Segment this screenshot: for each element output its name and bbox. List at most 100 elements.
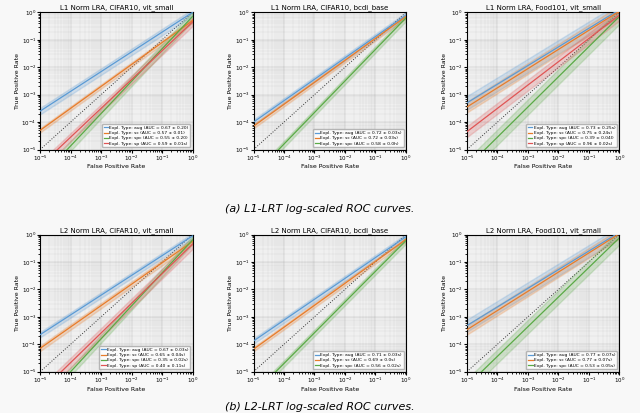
Expl. Type: spc (AUC = 0.55 ± 0.20): (0.34, 0.198): spc (AUC = 0.55 ± 0.20): (0.34, 0.198): [175, 29, 182, 34]
Line: Expl. Type: aug (AUC = 0.67 ± 0.20): Expl. Type: aug (AUC = 0.67 ± 0.20): [40, 12, 193, 111]
Expl. Type: spc (AUC = 0.53 ± 0.05s): (1.04e-05, 3.15e-06): spc (AUC = 0.53 ± 0.05s): (1.04e-05, 3.1…: [463, 383, 471, 388]
Expl. Type: aug (AUC = 0.73 ± 0.25s): (1, 1): aug (AUC = 0.73 ± 0.25s): (1, 1): [616, 10, 623, 15]
Expl. Type: sc (AUC = 0.57 ± 0.01): (0.00948, 0.0121): sc (AUC = 0.57 ± 0.01): (0.00948, 0.0121…: [127, 62, 134, 67]
Expl. Type: sc (AUC = 0.65 ± 0.04s): (0.00948, 0.0149): sc (AUC = 0.65 ± 0.04s): (0.00948, 0.014…: [127, 282, 134, 287]
X-axis label: False Positive Rate: False Positive Rate: [87, 387, 145, 392]
Expl. Type: aug (AUC = 0.67 ± 0.20): (0.34, 0.46): aug (AUC = 0.67 ± 0.20): (0.34, 0.46): [175, 19, 182, 24]
Expl. Type: aug (AUC = 0.71 ± 0.03s): (0.34, 0.367): aug (AUC = 0.71 ± 0.03s): (0.34, 0.367): [388, 244, 396, 249]
Expl. Type: spc (AUC = 0.39 ± 0.04l): (0.00948, 0.00421): spc (AUC = 0.39 ± 0.04l): (0.00948, 0.00…: [554, 75, 561, 80]
Line: Expl. Type: sc (AUC = 0.77 ± 0.07s): Expl. Type: sc (AUC = 0.77 ± 0.07s): [467, 235, 620, 330]
Expl. Type: sc (AUC = 0.72 ± 0.03s): (0.00948, 0.017): sc (AUC = 0.72 ± 0.03s): (0.00948, 0.017…: [340, 58, 348, 63]
Expl. Type: spc (AUC = 0.58 ± 0.0h): (1, 0.631): spc (AUC = 0.58 ± 0.0h): (1, 0.631): [402, 15, 410, 20]
Expl. Type: aug (AUC = 0.73 ± 0.25s): (0.0115, 0.0604): aug (AUC = 0.73 ± 0.25s): (0.0115, 0.060…: [556, 43, 564, 48]
Expl. Type: sc (AUC = 0.69 ± 0.0s): (0.0115, 0.0185): sc (AUC = 0.69 ± 0.0s): (0.0115, 0.0185): [343, 280, 351, 285]
Title: L2 Norm LRA, CIFAR10, bcdi_base: L2 Norm LRA, CIFAR10, bcdi_base: [271, 227, 388, 233]
Expl. Type: sc (AUC = 0.72 ± 0.03s): (1.04e-05, 7.3e-05): sc (AUC = 0.72 ± 0.03s): (1.04e-05, 7.3e…: [250, 123, 258, 128]
Expl. Type: spc (AUC = 0.56 ± 0.02s): (0.34, 0.18): spc (AUC = 0.56 ± 0.02s): (0.34, 0.18): [388, 252, 396, 257]
Line: Expl. Type: spc (AUC = 0.39 ± 0.04l): Expl. Type: spc (AUC = 0.39 ± 0.04l): [467, 17, 620, 167]
Expl. Type: spc (AUC = 0.53 ± 0.05s): (1e-05, 3.02e-06): spc (AUC = 0.53 ± 0.05s): (1e-05, 3.02e-…: [463, 384, 471, 389]
Expl. Type: sp (AUC = 0.40 ± 0.11s): (0.00912, 0.0028): sp (AUC = 0.40 ± 0.11s): (0.00912, 0.002…: [127, 302, 134, 307]
Line: Expl. Type: spc (AUC = 0.53 ± 0.05s): Expl. Type: spc (AUC = 0.53 ± 0.05s): [467, 238, 620, 386]
Expl. Type: sc (AUC = 0.57 ± 0.01): (1, 0.501): sc (AUC = 0.57 ± 0.01): (1, 0.501): [189, 18, 196, 23]
Expl. Type: sp (AUC = 0.59 ± 0.01s): (1, 0.447): sp (AUC = 0.59 ± 0.01s): (1, 0.447): [189, 19, 196, 24]
Expl. Type: sc (AUC = 0.75 ± 0.24s): (0.857, 1): sc (AUC = 0.75 ± 0.24s): (0.857, 1): [614, 10, 621, 15]
Expl. Type: sc (AUC = 0.57 ± 0.01): (0.00912, 0.0117): sc (AUC = 0.57 ± 0.01): (0.00912, 0.0117…: [127, 63, 134, 68]
Expl. Type: aug (AUC = 0.73 ± 0.25s): (0.00948, 0.053): aug (AUC = 0.73 ± 0.25s): (0.00948, 0.05…: [554, 45, 561, 50]
Expl. Type: sc (AUC = 0.65 ± 0.04s): (0.164, 0.137): sc (AUC = 0.65 ± 0.04s): (0.164, 0.137): [164, 256, 172, 261]
Line: Expl. Type: aug (AUC = 0.67 ± 0.03s): Expl. Type: aug (AUC = 0.67 ± 0.03s): [40, 236, 193, 335]
Expl. Type: sc (AUC = 0.57 ± 0.01): (1e-05, 5.01e-05): sc (AUC = 0.57 ± 0.01): (1e-05, 5.01e-05…: [36, 128, 44, 133]
Expl. Type: spc (AUC = 0.56 ± 0.02s): (1.04e-05, 1.58e-06): spc (AUC = 0.56 ± 0.02s): (1.04e-05, 1.5…: [250, 391, 258, 396]
Line: Expl. Type: aug (AUC = 0.73 ± 0.25s): Expl. Type: aug (AUC = 0.73 ± 0.25s): [467, 12, 620, 103]
Expl. Type: spc (AUC = 0.35 ± 0.02s): (0.34, 0.173): spc (AUC = 0.35 ± 0.02s): (0.34, 0.173): [175, 253, 182, 258]
Expl. Type: aug (AUC = 0.72 ± 0.03s): (0.00948, 0.021): aug (AUC = 0.72 ± 0.03s): (0.00948, 0.02…: [340, 56, 348, 61]
Expl. Type: spc (AUC = 0.55 ± 0.20): (1e-05, 1e-06): spc (AUC = 0.55 ± 0.20): (1e-05, 1e-06): [36, 174, 44, 179]
Expl. Type: sp (AUC = 0.59 ± 0.01s): (0.0115, 0.0041): sp (AUC = 0.59 ± 0.01s): (0.0115, 0.0041…: [129, 76, 137, 81]
Expl. Type: aug (AUC = 0.67 ± 0.03s): (0.00912, 0.0303): aug (AUC = 0.67 ± 0.03s): (0.00912, 0.03…: [127, 274, 134, 279]
Expl. Type: sp (AUC = 0.40 ± 0.11s): (0.164, 0.0633): sp (AUC = 0.40 ± 0.11s): (0.164, 0.0633): [164, 265, 172, 270]
Expl. Type: sc (AUC = 0.75 ± 0.24s): (0.00948, 0.043): sc (AUC = 0.75 ± 0.24s): (0.00948, 0.043…: [554, 47, 561, 52]
Expl. Type: aug (AUC = 0.67 ± 0.20): (0.164, 0.272): aug (AUC = 0.67 ± 0.20): (0.164, 0.272): [164, 26, 172, 31]
Line: Expl. Type: spc (AUC = 0.58 ± 0.0h): Expl. Type: spc (AUC = 0.58 ± 0.0h): [253, 18, 406, 176]
Expl. Type: aug (AUC = 0.67 ± 0.03s): (1e-05, 0.000224): aug (AUC = 0.67 ± 0.03s): (1e-05, 0.0002…: [36, 332, 44, 337]
Expl. Type: spc (AUC = 0.55 ± 0.20): (1.04e-05, 1e-06): spc (AUC = 0.55 ± 0.20): (1.04e-05, 1e-0…: [36, 174, 44, 179]
Line: Expl. Type: sc (AUC = 0.69 ± 0.0s): Expl. Type: sc (AUC = 0.69 ± 0.0s): [253, 240, 406, 349]
Expl. Type: spc (AUC = 0.39 ± 0.04l): (1e-05, 2.24e-06): spc (AUC = 0.39 ± 0.04l): (1e-05, 2.24e-…: [463, 165, 471, 170]
Expl. Type: aug (AUC = 0.71 ± 0.03s): (0.164, 0.21): aug (AUC = 0.71 ± 0.03s): (0.164, 0.21): [378, 251, 386, 256]
Expl. Type: aug (AUC = 0.72 ± 0.03s): (1, 0.794): aug (AUC = 0.72 ± 0.03s): (1, 0.794): [402, 13, 410, 18]
X-axis label: False Positive Rate: False Positive Rate: [514, 387, 572, 392]
Expl. Type: spc (AUC = 0.58 ± 0.0h): (0.34, 0.183): spc (AUC = 0.58 ± 0.0h): (0.34, 0.183): [388, 30, 396, 35]
Expl. Type: spc (AUC = 0.55 ± 0.20): (1, 0.708): spc (AUC = 0.55 ± 0.20): (1, 0.708): [189, 14, 196, 19]
Expl. Type: aug (AUC = 0.77 ± 0.07s): (0.00912, 0.0493): aug (AUC = 0.77 ± 0.07s): (0.00912, 0.04…: [554, 268, 561, 273]
Expl. Type: sc (AUC = 0.69 ± 0.0s): (0.00948, 0.0159): sc (AUC = 0.69 ± 0.0s): (0.00948, 0.0159…: [340, 281, 348, 286]
Expl. Type: aug (AUC = 0.67 ± 0.03s): (1.04e-05, 0.00023): aug (AUC = 0.67 ± 0.03s): (1.04e-05, 0.0…: [36, 332, 44, 337]
Expl. Type: sc (AUC = 0.57 ± 0.01): (0.0115, 0.0141): sc (AUC = 0.57 ± 0.01): (0.0115, 0.0141): [129, 61, 137, 66]
Expl. Type: sc (AUC = 0.69 ± 0.0s): (1, 0.661): sc (AUC = 0.69 ± 0.0s): (1, 0.661): [402, 237, 410, 242]
Line: Expl. Type: sp (AUC = 0.59 ± 0.01s): Expl. Type: sp (AUC = 0.59 ± 0.01s): [40, 22, 193, 166]
Expl. Type: aug (AUC = 0.67 ± 0.20): (0.00948, 0.0349): aug (AUC = 0.67 ± 0.20): (0.00948, 0.034…: [127, 50, 134, 55]
Expl. Type: spc (AUC = 0.56 ± 0.02s): (0.0115, 0.00405): spc (AUC = 0.56 ± 0.02s): (0.0115, 0.004…: [343, 298, 351, 303]
Expl. Type: aug (AUC = 0.71 ± 0.03s): (1.04e-05, 0.000136): aug (AUC = 0.71 ± 0.03s): (1.04e-05, 0.0…: [250, 338, 258, 343]
Expl. Type: sp (AUC = 0.59 ± 0.01s): (1e-05, 2.51e-06): sp (AUC = 0.59 ± 0.01s): (1e-05, 2.51e-0…: [36, 164, 44, 169]
Legend: Expl. Type: aug (AUC = 0.71 ± 0.03s), Expl. Type: sc (AUC = 0.69 ± 0.0s), Expl. : Expl. Type: aug (AUC = 0.71 ± 0.03s), Ex…: [313, 351, 404, 370]
Expl. Type: sc (AUC = 0.75 ± 0.24s): (0.164, 0.316): sc (AUC = 0.75 ± 0.24s): (0.164, 0.316): [591, 24, 599, 28]
Expl. Type: aug (AUC = 0.67 ± 0.03s): (0.34, 0.41): aug (AUC = 0.67 ± 0.03s): (0.34, 0.41): [175, 243, 182, 248]
Expl. Type: spc (AUC = 0.55 ± 0.20): (0.164, 0.0837): spc (AUC = 0.55 ± 0.20): (0.164, 0.0837): [164, 40, 172, 45]
Expl. Type: spc (AUC = 0.56 ± 0.02s): (0.164, 0.0794): spc (AUC = 0.56 ± 0.02s): (0.164, 0.0794…: [378, 262, 386, 267]
Line: Expl. Type: sc (AUC = 0.72 ± 0.03s): Expl. Type: sc (AUC = 0.72 ± 0.03s): [253, 17, 406, 126]
X-axis label: False Positive Rate: False Positive Rate: [301, 387, 359, 392]
Expl. Type: spc (AUC = 0.35 ± 0.02s): (0.00948, 0.00235): spc (AUC = 0.35 ± 0.02s): (0.00948, 0.00…: [127, 304, 134, 309]
Expl. Type: aug (AUC = 0.72 ± 0.03s): (1e-05, 0.0001): aug (AUC = 0.72 ± 0.03s): (1e-05, 0.0001…: [250, 120, 257, 125]
Expl. Type: sp (AUC = 0.96 ± 0.02s): (0.34, 0.318): sp (AUC = 0.96 ± 0.02s): (0.34, 0.318): [601, 24, 609, 28]
Expl. Type: sc (AUC = 0.72 ± 0.03s): (0.00912, 0.0165): sc (AUC = 0.72 ± 0.03s): (0.00912, 0.016…: [340, 59, 348, 64]
Line: Expl. Type: aug (AUC = 0.72 ± 0.03s): Expl. Type: aug (AUC = 0.72 ± 0.03s): [253, 15, 406, 122]
Expl. Type: aug (AUC = 0.72 ± 0.03s): (0.00912, 0.0204): aug (AUC = 0.72 ± 0.03s): (0.00912, 0.02…: [340, 56, 348, 61]
Expl. Type: sc (AUC = 0.65 ± 0.04s): (1e-05, 7.08e-05): sc (AUC = 0.65 ± 0.04s): (1e-05, 7.08e-0…: [36, 346, 44, 351]
Expl. Type: spc (AUC = 0.53 ± 0.05s): (1, 0.759): spc (AUC = 0.53 ± 0.05s): (1, 0.759): [616, 235, 623, 240]
Line: Expl. Type: sc (AUC = 0.75 ± 0.24s): Expl. Type: sc (AUC = 0.75 ± 0.24s): [467, 12, 620, 107]
Title: L1 Norm LRA, CIFAR10, bcdi_base: L1 Norm LRA, CIFAR10, bcdi_base: [271, 5, 388, 12]
Expl. Type: aug (AUC = 0.67 ± 0.20): (0.00912, 0.034): aug (AUC = 0.67 ± 0.20): (0.00912, 0.034…: [127, 50, 134, 55]
Expl. Type: spc (AUC = 0.58 ± 0.0h): (0.0115, 0.00371): spc (AUC = 0.58 ± 0.0h): (0.0115, 0.0037…: [343, 76, 351, 81]
Y-axis label: True Positive Rate: True Positive Rate: [228, 53, 234, 109]
Expl. Type: sc (AUC = 0.75 ± 0.24s): (0.00912, 0.0419): sc (AUC = 0.75 ± 0.24s): (0.00912, 0.041…: [554, 48, 561, 53]
X-axis label: False Positive Rate: False Positive Rate: [514, 164, 572, 169]
Expl. Type: aug (AUC = 0.73 ± 0.25s): (0.34, 0.605): aug (AUC = 0.73 ± 0.25s): (0.34, 0.605): [601, 16, 609, 21]
Expl. Type: spc (AUC = 0.56 ± 0.02s): (0.00948, 0.00326): spc (AUC = 0.56 ± 0.02s): (0.00948, 0.00…: [340, 300, 348, 305]
Expl. Type: spc (AUC = 0.39 ± 0.04l): (1, 0.708): spc (AUC = 0.39 ± 0.04l): (1, 0.708): [616, 14, 623, 19]
Expl. Type: aug (AUC = 0.77 ± 0.07s): (0.00948, 0.0506): aug (AUC = 0.77 ± 0.07s): (0.00948, 0.05…: [554, 268, 561, 273]
Expl. Type: sc (AUC = 0.75 ± 0.24s): (1e-05, 0.000355): sc (AUC = 0.75 ± 0.24s): (1e-05, 0.00035…: [463, 104, 471, 109]
Expl. Type: spc (AUC = 0.39 ± 0.04l): (0.0115, 0.0052): spc (AUC = 0.39 ± 0.04l): (0.0115, 0.005…: [556, 73, 564, 78]
Expl. Type: aug (AUC = 0.73 ± 0.25s): (0.735, 1): aug (AUC = 0.73 ± 0.25s): (0.735, 1): [611, 10, 619, 15]
Expl. Type: sc (AUC = 0.69 ± 0.0s): (0.34, 0.279): sc (AUC = 0.69 ± 0.0s): (0.34, 0.279): [388, 247, 396, 252]
Expl. Type: aug (AUC = 0.77 ± 0.07s): (0.164, 0.351): aug (AUC = 0.77 ± 0.07s): (0.164, 0.351): [591, 244, 599, 249]
Expl. Type: sp (AUC = 0.59 ± 0.01s): (0.34, 0.144): sp (AUC = 0.59 ± 0.01s): (0.34, 0.144): [175, 33, 182, 38]
Expl. Type: spc (AUC = 0.55 ± 0.20): (0.00948, 0.0029): spc (AUC = 0.55 ± 0.20): (0.00948, 0.002…: [127, 80, 134, 85]
X-axis label: False Positive Rate: False Positive Rate: [301, 164, 359, 169]
Expl. Type: aug (AUC = 0.73 ± 0.25s): (0.00912, 0.0516): aug (AUC = 0.73 ± 0.25s): (0.00912, 0.05…: [554, 45, 561, 50]
Expl. Type: spc (AUC = 0.53 ± 0.05s): (0.164, 0.107): spc (AUC = 0.53 ± 0.05s): (0.164, 0.107): [591, 259, 599, 263]
Expl. Type: aug (AUC = 0.71 ± 0.03s): (1, 0.832): aug (AUC = 0.71 ± 0.03s): (1, 0.832): [402, 234, 410, 239]
Expl. Type: spc (AUC = 0.56 ± 0.02s): (0.00912, 0.00313): spc (AUC = 0.56 ± 0.02s): (0.00912, 0.00…: [340, 301, 348, 306]
Expl. Type: aug (AUC = 0.77 ± 0.07s): (1, 1): aug (AUC = 0.77 ± 0.07s): (1, 1): [616, 232, 623, 237]
Expl. Type: sc (AUC = 0.75 ± 0.24s): (1.04e-05, 0.000365): sc (AUC = 0.75 ± 0.24s): (1.04e-05, 0.00…: [463, 104, 471, 109]
